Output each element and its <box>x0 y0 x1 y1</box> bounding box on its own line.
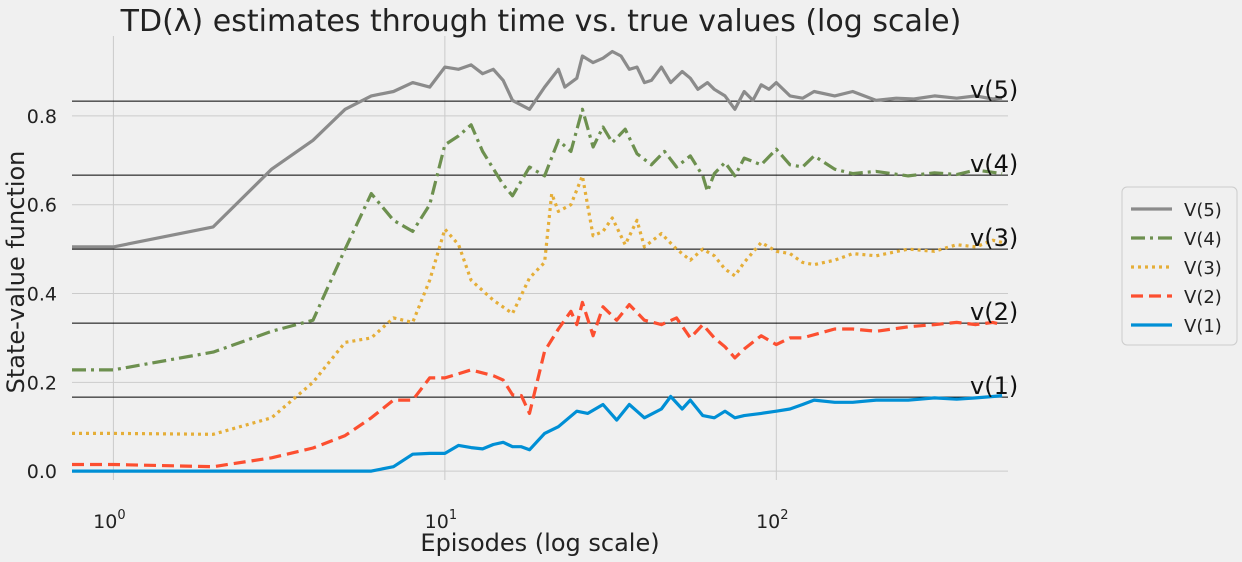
legend-box <box>1121 186 1238 346</box>
legend-label: V(2) <box>1184 287 1222 308</box>
x-tick-label: 100 <box>93 508 125 533</box>
true-value-label: v(5) <box>970 76 1018 104</box>
series-line-v3 <box>72 174 1003 436</box>
x-tick-base: 10 <box>756 511 780 533</box>
legend: V(5) V(4) V(3) V(2) V(1) <box>1121 186 1238 346</box>
series-layer <box>72 49 1003 473</box>
x-tick-exponent: 2 <box>780 508 788 523</box>
y-tick-labels: 0.0 0.2 0.4 0.6 0.8 <box>27 106 57 483</box>
legend-label: V(5) <box>1184 200 1222 221</box>
x-tick-exponent: 1 <box>449 508 457 523</box>
y-tick-label: 0.8 <box>27 106 57 128</box>
true-value-label: v(3) <box>970 224 1018 252</box>
y-tick-label: 0.4 <box>27 284 57 306</box>
chart-title: TD(λ) estimates through time vs. true va… <box>120 4 962 39</box>
y-tick-label: 0.2 <box>27 372 57 394</box>
grid-layer <box>72 36 1008 480</box>
legend-label: V(3) <box>1184 258 1222 279</box>
legend-label: V(1) <box>1184 316 1222 337</box>
true-value-label: v(2) <box>970 298 1018 326</box>
true-value-annotations: v(5) v(4) v(3) v(2) v(1) <box>970 76 1018 400</box>
y-axis-label: State-value function <box>2 151 30 394</box>
true-value-label: v(1) <box>970 372 1018 400</box>
x-tick-label: 102 <box>756 508 788 533</box>
legend-label: V(4) <box>1184 229 1222 250</box>
series-line-v1 <box>72 394 1003 473</box>
series-line-v2 <box>72 300 1003 469</box>
series-line-v5 <box>72 49 1003 249</box>
x-axis-label: Episodes (log scale) <box>420 529 659 557</box>
y-tick-label: 0.6 <box>27 195 57 217</box>
y-tick-label: 0.0 <box>27 461 57 483</box>
true-value-label: v(4) <box>970 150 1018 178</box>
x-tick-base: 10 <box>425 511 449 533</box>
series-line-v4 <box>72 107 1003 372</box>
x-tick-labels: 100 101 102 <box>93 508 788 533</box>
x-tick-exponent: 0 <box>117 508 125 523</box>
x-tick-label: 101 <box>425 508 457 533</box>
true-value-lines <box>72 100 1008 398</box>
x-tick-base: 10 <box>93 511 117 533</box>
